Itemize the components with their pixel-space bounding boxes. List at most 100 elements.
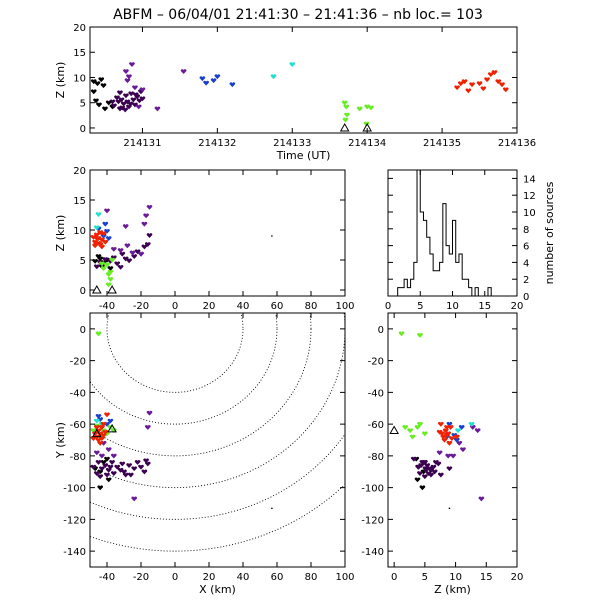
x_z-black-point bbox=[95, 254, 102, 259]
x_z-series-dark_purple bbox=[93, 233, 153, 270]
time_height-series-green bbox=[341, 100, 374, 127]
x_z-blue-point bbox=[104, 228, 110, 234]
x_y-blue-point bbox=[107, 418, 114, 424]
x_z-ytick-label: 10 bbox=[73, 226, 86, 237]
z_histogram-xtick-label: 10 bbox=[446, 301, 459, 312]
z_y-green-point bbox=[398, 331, 405, 337]
z_y-dark_purple-point bbox=[421, 460, 428, 465]
z_y-cyan-point bbox=[455, 428, 461, 434]
z_y-cyan-point bbox=[468, 421, 475, 427]
x_z-station-marker bbox=[107, 284, 117, 294]
x_y-dark_purple-point bbox=[131, 466, 138, 472]
time_height-blue-point bbox=[229, 82, 236, 88]
x_z-red-point bbox=[97, 230, 104, 235]
z_histogram-bin bbox=[436, 271, 439, 296]
z_y-series-purple bbox=[436, 425, 485, 502]
x_y-series-red bbox=[90, 412, 110, 446]
x_y-range-contour bbox=[90, 313, 345, 489]
time_height-red-point bbox=[487, 72, 494, 78]
time_height-blue-point bbox=[210, 78, 217, 84]
z_y-xtick-label: 10 bbox=[449, 572, 462, 583]
x_y-dark_purple-point bbox=[102, 463, 109, 468]
x_y-xtick-label: 80 bbox=[305, 572, 318, 583]
x_z-plot-area bbox=[90, 204, 273, 288]
x_z-purple-point bbox=[117, 248, 124, 253]
z_histogram-bin bbox=[414, 262, 417, 296]
time_height-green-point bbox=[364, 104, 371, 110]
time_height-plot-area bbox=[90, 62, 509, 127]
z_y-purple-point bbox=[478, 496, 485, 502]
x_z-purple-point bbox=[143, 213, 149, 219]
time_height-ytick-label: 0 bbox=[80, 124, 86, 135]
x_z-red-point bbox=[102, 239, 109, 245]
x_y-dark_purple-point bbox=[97, 474, 104, 480]
x_z-dark_purple-point bbox=[102, 257, 109, 262]
time_height-station-marker bbox=[339, 122, 350, 132]
time_height-black-point bbox=[93, 98, 99, 104]
x_z-series-cyan bbox=[93, 212, 102, 231]
z_y-station-marker bbox=[389, 425, 400, 434]
z_y-xtick-label: 15 bbox=[480, 572, 493, 583]
z_histogram-bin bbox=[411, 279, 414, 296]
time_height-series-dark_purple bbox=[109, 89, 146, 113]
time_height-green-point bbox=[341, 100, 348, 106]
x_z-series-red bbox=[90, 230, 109, 250]
time_height-dark_purple-point bbox=[122, 107, 129, 113]
time_height-dark_purple-point bbox=[128, 91, 135, 97]
x_z-dark_purple-point bbox=[146, 233, 153, 238]
x_y-series-blue bbox=[95, 413, 114, 427]
x_y-cyan-point bbox=[93, 418, 100, 424]
z_y-purple-point bbox=[436, 450, 443, 456]
time_height-dark_purple-point bbox=[115, 99, 122, 105]
x_y-dark_purple-point bbox=[127, 472, 134, 478]
x_z-dark_purple-point bbox=[117, 264, 124, 270]
z_histogram-bin bbox=[407, 288, 410, 296]
x_y-red-point bbox=[104, 412, 110, 418]
z_y-ytick-label: -60 bbox=[368, 420, 384, 431]
z_histogram-ytick-label: 12 bbox=[523, 191, 536, 202]
x_y-purple-point bbox=[93, 450, 100, 456]
time_height-red-point bbox=[457, 81, 464, 87]
x_y-range-contour bbox=[106, 313, 244, 393]
time_height-xtick-label: 214134 bbox=[348, 138, 386, 149]
z_y-green-point bbox=[417, 421, 423, 427]
x_y-plot-area bbox=[90, 313, 345, 552]
z_y-green-point bbox=[422, 431, 428, 437]
x_y-red-point bbox=[90, 436, 97, 442]
time_height-green-point bbox=[368, 105, 374, 111]
figure-title: ABFM – 06/04/01 21:41:30 – 21:41:36 – nb… bbox=[113, 7, 483, 23]
z_histogram-bin bbox=[488, 288, 491, 296]
z_y-ytick-label: 0 bbox=[378, 325, 384, 336]
z_y-dark_purple-point bbox=[437, 472, 444, 478]
x_y-purple-point bbox=[144, 425, 151, 430]
z_y-green-point bbox=[409, 434, 416, 440]
z_histogram-histogram-steps bbox=[397, 169, 495, 297]
x_y-series-purple bbox=[93, 410, 153, 502]
z_y-dark_purple-point bbox=[446, 466, 453, 472]
z_y-purple-point bbox=[460, 447, 466, 453]
z_histogram-bin bbox=[417, 170, 420, 296]
x_z-red-point bbox=[92, 243, 98, 249]
panels: 214131 214132 214133 214134 214135 214136 0 5 10… bbox=[54, 23, 556, 596]
z_histogram-bin bbox=[459, 254, 462, 296]
x_y-red-point bbox=[95, 437, 102, 443]
z_histogram-ytick-label: 6 bbox=[523, 242, 529, 253]
z_y-red-point bbox=[440, 434, 447, 440]
time_height-black-point bbox=[94, 81, 101, 87]
time_height-dark_purple-point bbox=[132, 92, 139, 98]
time_height-dark_purple-point bbox=[118, 97, 125, 103]
x_y-purple-point bbox=[105, 447, 112, 453]
z_histogram-bin bbox=[456, 262, 459, 296]
time_height-ytick-label: 5 bbox=[80, 99, 86, 110]
time_height-black-point bbox=[100, 83, 107, 89]
x_y-dark_purple-point bbox=[90, 464, 97, 470]
x_y-purple-point bbox=[110, 453, 117, 459]
time_height-dark_purple-point bbox=[111, 103, 117, 109]
x_y-dark_purple-point bbox=[143, 458, 149, 464]
x_y-ytick-label: -140 bbox=[63, 547, 86, 558]
x_y-xtick-label: -20 bbox=[133, 572, 149, 583]
time_height-dark_purple-point bbox=[130, 97, 137, 103]
time_height-dark_purple-point bbox=[120, 101, 127, 107]
time_height-red-point bbox=[499, 82, 505, 88]
z_histogram-ytick-label: 0 bbox=[523, 292, 529, 303]
